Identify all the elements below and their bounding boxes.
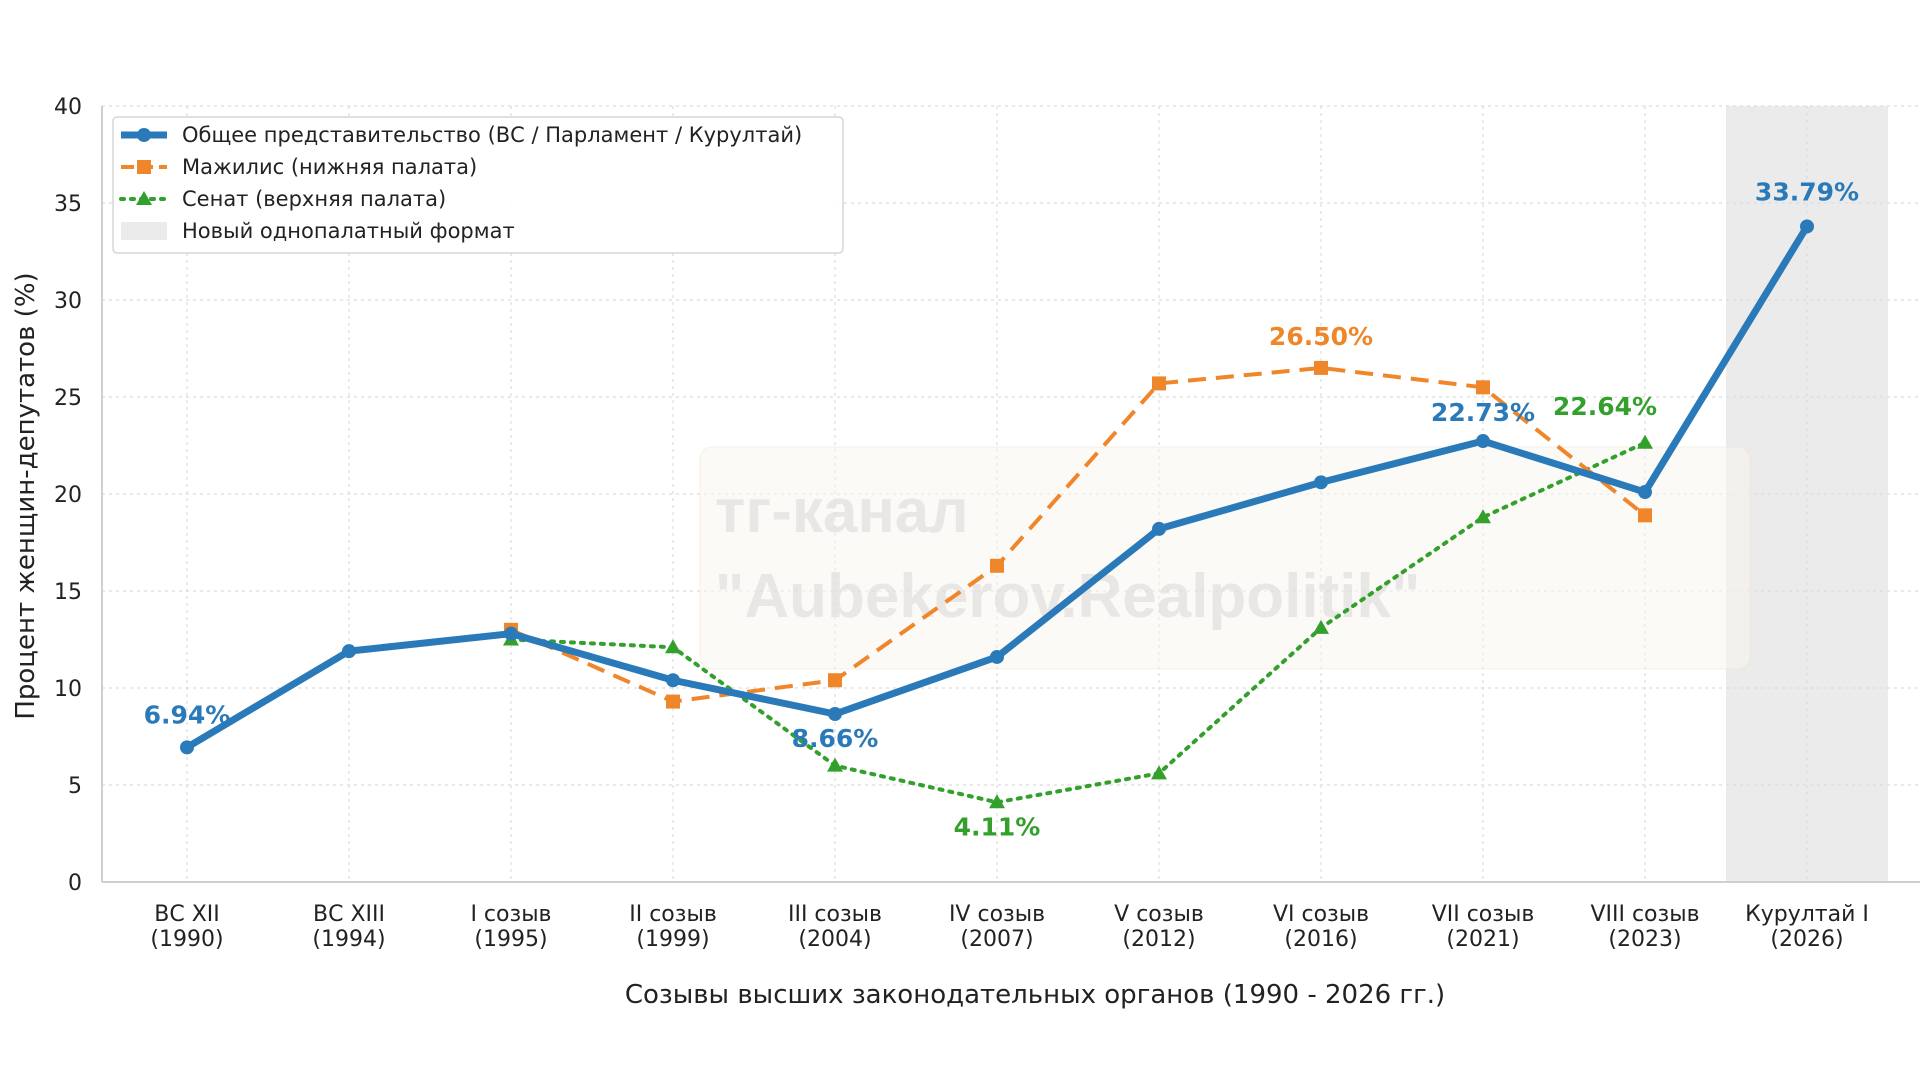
x-axis-title: Созывы высших законодательных органов (1… bbox=[625, 980, 1445, 1010]
y-tick-label: 25 bbox=[54, 386, 82, 411]
series-line-1 bbox=[510, 365, 1647, 704]
legend-swatch-marker bbox=[136, 191, 152, 205]
data-point-0-6 bbox=[1152, 521, 1166, 536]
y-tick-label: 15 bbox=[54, 580, 82, 605]
data-point-0-0 bbox=[180, 740, 194, 755]
y-tick-label: 20 bbox=[54, 483, 82, 508]
data-point-2-3 bbox=[665, 639, 681, 654]
data-point-1-4 bbox=[828, 673, 842, 688]
y-tick-label: 35 bbox=[54, 192, 82, 217]
data-point-0-3 bbox=[666, 673, 680, 688]
watermark-text: тг-канал bbox=[715, 477, 969, 546]
x-tick-label: VIII созыв (2023) bbox=[1590, 902, 1699, 952]
data-label: 22.73% bbox=[1431, 398, 1535, 427]
series-line-2 bbox=[509, 440, 1647, 805]
data-point-2-4 bbox=[827, 757, 843, 772]
data-point-0-7 bbox=[1314, 475, 1328, 490]
x-tick-label: ВС XII (1990) bbox=[150, 902, 223, 952]
x-tick-label: V созыв (2012) bbox=[1114, 902, 1204, 952]
data-label: 22.64% bbox=[1553, 392, 1657, 421]
legend-swatch-marker bbox=[137, 128, 151, 142]
legend-label: Новый однопалатный формат bbox=[182, 219, 515, 243]
x-tick-label: III созыв (2004) bbox=[788, 902, 882, 952]
data-point-1-8 bbox=[1476, 380, 1490, 395]
data-point-1-9 bbox=[1638, 508, 1652, 523]
y-axis-title: Процент женщин-депутатов (%) bbox=[11, 272, 41, 719]
watermark-box bbox=[699, 446, 1751, 670]
data-point-2-8 bbox=[1475, 509, 1491, 524]
x-tick-label: I созыв (1995) bbox=[470, 902, 551, 952]
legend-label: Сенат (верхняя палата) bbox=[182, 187, 446, 211]
y-tick-label: 10 bbox=[54, 677, 82, 702]
data-point-2-5 bbox=[989, 794, 1005, 809]
data-point-1-7 bbox=[1314, 360, 1328, 375]
y-tick-label: 5 bbox=[68, 774, 82, 799]
data-point-1-5 bbox=[990, 558, 1004, 573]
data-point-0-1 bbox=[342, 644, 356, 659]
x-tick-label: IV созыв (2007) bbox=[949, 902, 1045, 952]
data-point-0-4 bbox=[828, 706, 842, 721]
y-tick-label: 30 bbox=[54, 289, 82, 314]
data-point-0-8 bbox=[1476, 434, 1490, 449]
x-tick-label: ВС XIII (1994) bbox=[312, 902, 385, 952]
watermark-text: "Aubekerov.Realpolitik" bbox=[715, 562, 1420, 631]
x-tick-label: VII созыв (2021) bbox=[1432, 902, 1535, 952]
data-point-1-3 bbox=[666, 694, 680, 709]
data-label: 8.66% bbox=[792, 724, 879, 753]
legend-label: Мажилис (нижняя палата) bbox=[182, 155, 477, 179]
data-point-0-2 bbox=[504, 626, 518, 641]
legend-label: Общее представительство (ВС / Парламент … bbox=[182, 123, 802, 147]
x-tick-label: VI созыв (2016) bbox=[1273, 902, 1369, 952]
data-label: 33.79% bbox=[1755, 177, 1859, 206]
data-label: 26.50% bbox=[1269, 322, 1373, 351]
x-tick-label: Курултай I (2026) bbox=[1745, 902, 1869, 952]
data-label: 4.11% bbox=[954, 812, 1041, 841]
data-point-2-9 bbox=[1637, 434, 1653, 449]
data-point-1-6 bbox=[1152, 376, 1166, 391]
legend-swatch-shaded bbox=[121, 222, 167, 240]
data-point-0-9 bbox=[1638, 485, 1652, 500]
data-point-2-7 bbox=[1313, 619, 1329, 634]
data-point-2-6 bbox=[1151, 765, 1167, 780]
data-point-0-10 bbox=[1800, 219, 1814, 234]
legend-box bbox=[112, 116, 844, 254]
x-tick-label: II созыв (1999) bbox=[629, 902, 717, 952]
y-tick-label: 0 bbox=[68, 871, 82, 896]
data-point-0-5 bbox=[990, 649, 1004, 664]
y-tick-label: 40 bbox=[54, 95, 82, 120]
legend-swatch-marker bbox=[137, 160, 151, 174]
data-label: 6.94% bbox=[144, 700, 231, 729]
